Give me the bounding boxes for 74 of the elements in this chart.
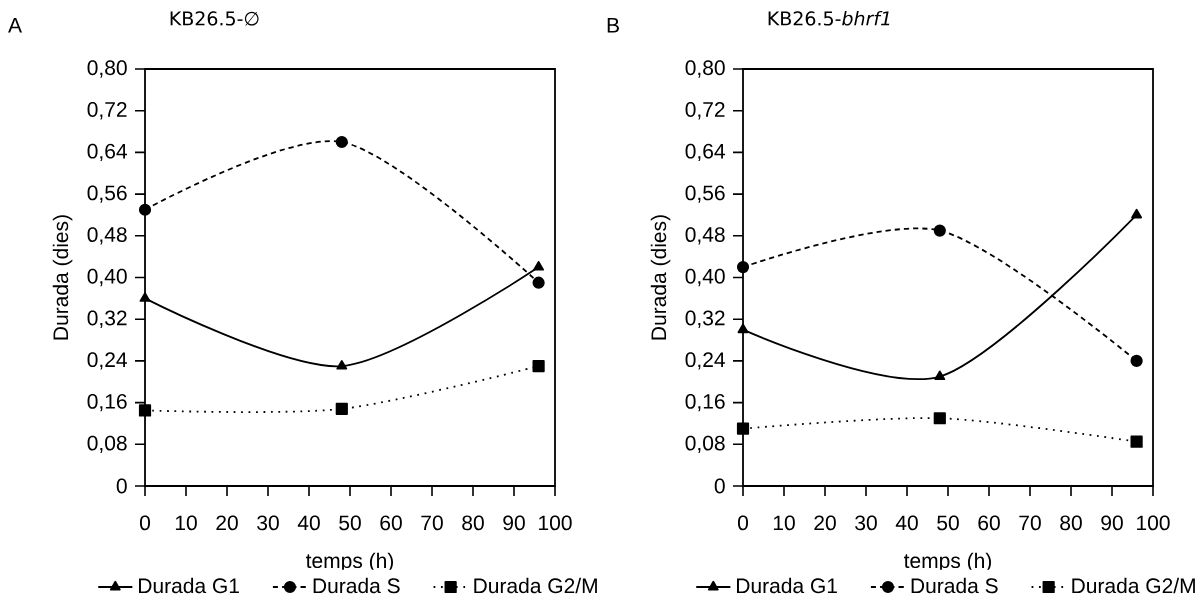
y-tick-label: 0,56 — [87, 185, 127, 203]
x-tick-label: 30 — [257, 515, 279, 531]
x-tick-label: 100 — [539, 515, 572, 531]
text: B — [607, 18, 619, 33]
point — [1131, 208, 1143, 219]
x-tick-label: 100 — [1137, 515, 1170, 531]
y-tick-label: 0,16 — [685, 393, 725, 412]
y-tick-label: 0,40 — [87, 268, 127, 287]
y-tick-label: 0,24 — [87, 352, 127, 370]
x-tick-label: 90 — [1101, 515, 1123, 531]
x-tick-label: 40 — [895, 515, 918, 531]
point — [336, 360, 348, 370]
y-tick-label: 0,40 — [685, 268, 725, 287]
y-tick-label: 0,08 — [87, 435, 127, 453]
y-axis-title: Durada (dies) — [650, 215, 671, 340]
point — [138, 203, 152, 216]
legend-label: Durada G2/M — [474, 577, 597, 594]
y-tick-label: 0,56 — [685, 185, 725, 203]
legend-label: Durada G1 — [139, 577, 239, 594]
x-tick-label: 30 — [855, 515, 877, 531]
point — [532, 276, 545, 289]
y-tick-label: 0,48 — [685, 227, 725, 245]
x-tick-label: 60 — [380, 515, 402, 531]
x-tick-label: 10 — [773, 515, 795, 531]
point — [933, 224, 946, 237]
point — [736, 422, 750, 435]
x-tick-label: 20 — [216, 515, 238, 531]
y-tick-label: 0 — [116, 478, 127, 494]
y-tick-label: 0,80 — [685, 60, 725, 78]
y-axis-title: Durada (dies) — [52, 215, 73, 340]
x-tick-label: 0 — [139, 515, 151, 531]
y-tick-label: 0 — [714, 478, 725, 494]
y-tick-label: 0,72 — [87, 102, 127, 120]
chart-title: KB26.5-bhrf1 — [768, 10, 890, 26]
y-tick-label: 0,32 — [685, 310, 725, 328]
x-tick-label: 50 — [339, 515, 361, 531]
point — [533, 260, 545, 271]
point — [1130, 435, 1143, 448]
y-tick-label: 0,72 — [685, 102, 725, 120]
x-tick-label: 20 — [814, 515, 836, 531]
point — [1130, 354, 1143, 368]
legend-label: Durada G2/M — [1072, 577, 1195, 594]
point — [139, 292, 151, 302]
y-tick-label: 0,32 — [87, 310, 127, 328]
x-tick-label: 10 — [175, 515, 197, 531]
x-tick-label: 50 — [937, 515, 959, 531]
y-tick-label: 0,64 — [87, 143, 127, 162]
point — [335, 135, 348, 149]
y-tick-label: 0,48 — [87, 227, 127, 245]
chart-title: KB26.5-∅ — [170, 11, 259, 26]
y-tick-label: 0,24 — [685, 352, 725, 370]
y-tick-label: 0,80 — [87, 60, 127, 78]
legend-label: Durada S — [313, 577, 400, 594]
y-tick-label: 0,16 — [87, 393, 127, 412]
x-tick-label: 90 — [503, 515, 525, 531]
point — [737, 323, 749, 334]
y-tick-label: 0,64 — [685, 143, 725, 162]
x-tick-label: 70 — [421, 515, 443, 531]
point — [138, 404, 152, 417]
point — [934, 370, 946, 381]
x-tick-label: 60 — [978, 515, 1000, 531]
point — [736, 260, 750, 274]
legend-label: Durada S — [911, 577, 998, 594]
y-tick-label: 0,08 — [685, 435, 725, 453]
text: A — [8, 18, 22, 33]
x-tick-label: 70 — [1019, 515, 1041, 531]
point — [335, 402, 348, 415]
x-tick-label: 40 — [297, 515, 320, 531]
point — [532, 360, 545, 373]
point — [933, 412, 946, 425]
x-tick-label: 80 — [462, 515, 484, 531]
x-tick-label: 0 — [737, 515, 749, 531]
legend-label: Durada G1 — [737, 577, 837, 594]
x-tick-label: 80 — [1060, 515, 1082, 531]
